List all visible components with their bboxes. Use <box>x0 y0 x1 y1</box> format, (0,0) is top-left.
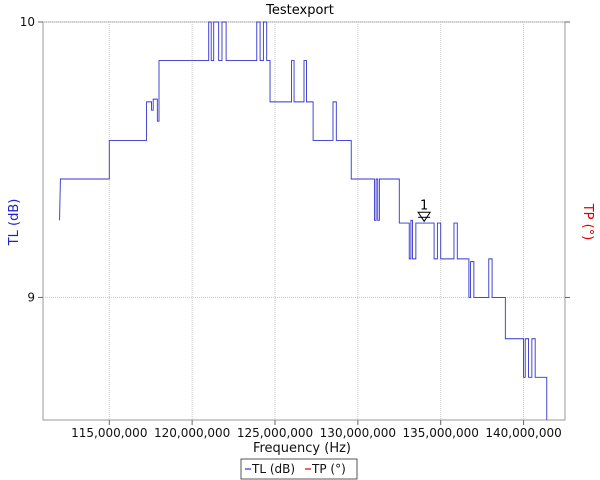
legend-box <box>240 458 358 480</box>
y-axis-title-left: TL (dB) <box>7 199 22 247</box>
x-tick-label: 130,000,000 <box>320 426 396 440</box>
markers: 1 <box>417 198 432 223</box>
x-tick-label: 125,000,000 <box>237 426 313 440</box>
y-axis-title-right: TP (°) <box>580 203 595 241</box>
legend-tp-label: TP (°) <box>311 462 346 476</box>
chart-title: Testexport <box>265 3 334 18</box>
x-tick-label: 135,000,000 <box>403 426 479 440</box>
marker-label: 1 <box>420 198 428 213</box>
series-line-0 <box>59 21 548 420</box>
y-tick-label: 10 <box>20 15 35 29</box>
x-tick-label: 115,000,000 <box>71 426 147 440</box>
legend: TL (dB) TP (°) <box>240 458 358 480</box>
marker-1: 1 <box>417 198 432 223</box>
x-axis-title: Frequency (Hz) <box>253 441 351 456</box>
x-tick-label: 140,000,000 <box>485 426 561 440</box>
axis-ticks: 115,000,000 120,000,000 125,000,000 130,000… <box>20 15 570 440</box>
legend-tl-label: TL (dB) <box>251 462 295 476</box>
y-tick-label: 9 <box>27 290 35 304</box>
x-tick-label: 120,000,000 <box>154 426 230 440</box>
grid-lines <box>43 21 565 420</box>
series-lines <box>59 21 548 420</box>
